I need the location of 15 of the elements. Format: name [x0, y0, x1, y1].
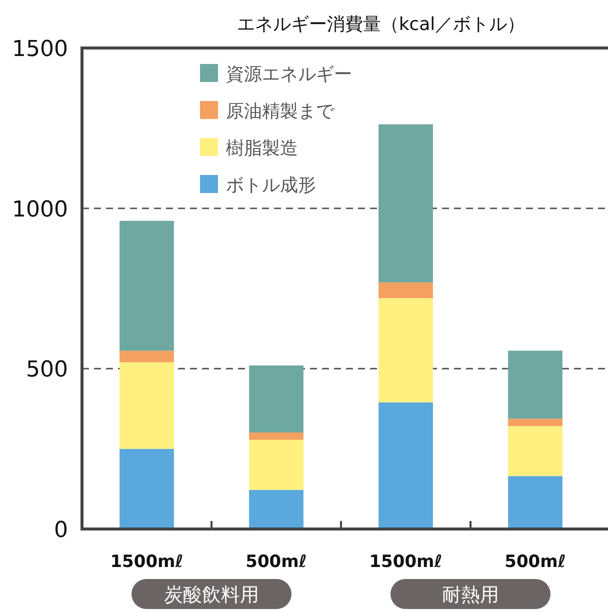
x-tick-label: 1500mℓ [110, 552, 184, 572]
text: 炭酸飲料用 [164, 584, 259, 606]
legend-label: 資源エネルギー [226, 64, 352, 85]
text: 耐熱用 [442, 584, 499, 606]
legend-label: ボトル成形 [226, 175, 316, 196]
y-tick-label: 1000 [12, 197, 68, 222]
x-tick-label: 500mℓ [504, 552, 566, 572]
legend-label: 原油精製まで [226, 101, 335, 122]
y-tick-label: 0 [54, 518, 68, 543]
y-tick-label: 500 [26, 358, 68, 383]
x-tick-label: 1500mℓ [369, 552, 442, 572]
x-tick-label: 500mℓ [246, 552, 307, 572]
chart-title: エネルギー消費量（kcal／ボトル） [236, 14, 526, 35]
legend-label: 樹脂製造 [226, 138, 298, 159]
y-tick-label: 1500 [12, 37, 68, 62]
